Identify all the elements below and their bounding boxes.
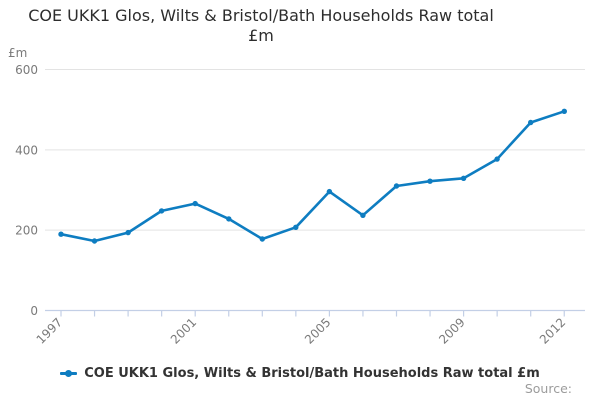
data-point-2001 [192,200,198,207]
x-tick-label-2001: 2001 [168,315,199,346]
x-tick-label-2012: 2012 [537,315,568,346]
chart-title-line-1: COE UKK1 Glos, Wilts & Bristol/Bath Hous… [28,6,494,25]
chart-title-line-2: £m [248,26,274,45]
chart-title: COE UKK1 Glos, Wilts & Bristol/Bath Hous… [21,6,501,46]
data-point-2003 [259,236,265,242]
data-point-2007 [393,183,400,189]
legend: COE UKK1 Glos, Wilts & Bristol/Bath Hous… [0,363,600,383]
legend-point-marker-icon [65,369,73,377]
legend-label: COE UKK1 Glos, Wilts & Bristol/Bath Hous… [84,365,540,381]
data-point-2009 [460,175,467,181]
data-point-1997 [58,231,64,237]
x-tick-label-1997: 1997 [34,315,65,346]
data-point-2004 [293,224,299,230]
x-tick-label-2005: 2005 [302,315,333,346]
series-line [59,110,566,243]
legend-line-marker [60,369,78,377]
data-point-2012 [561,108,567,115]
y-tick-label-400: 400 [15,143,38,157]
source-label: Source: [524,381,572,396]
data-point-1998 [91,238,98,244]
data-point-2011 [528,119,534,126]
data-point-2006 [360,212,366,218]
y-axis-unit-label: £m [8,46,27,60]
x-tick-label-2009: 2009 [436,315,467,346]
y-tick-label-0: 0 [30,304,38,318]
data-point-2010 [494,156,500,162]
data-point-2005 [326,188,333,195]
data-point-2008 [427,178,433,184]
y-tick-label-200: 200 [15,224,38,238]
y-tick-label-600: 600 [15,63,38,77]
data-point-2002 [226,216,232,222]
data-point-2000 [158,208,165,214]
data-point-1999 [125,229,131,236]
